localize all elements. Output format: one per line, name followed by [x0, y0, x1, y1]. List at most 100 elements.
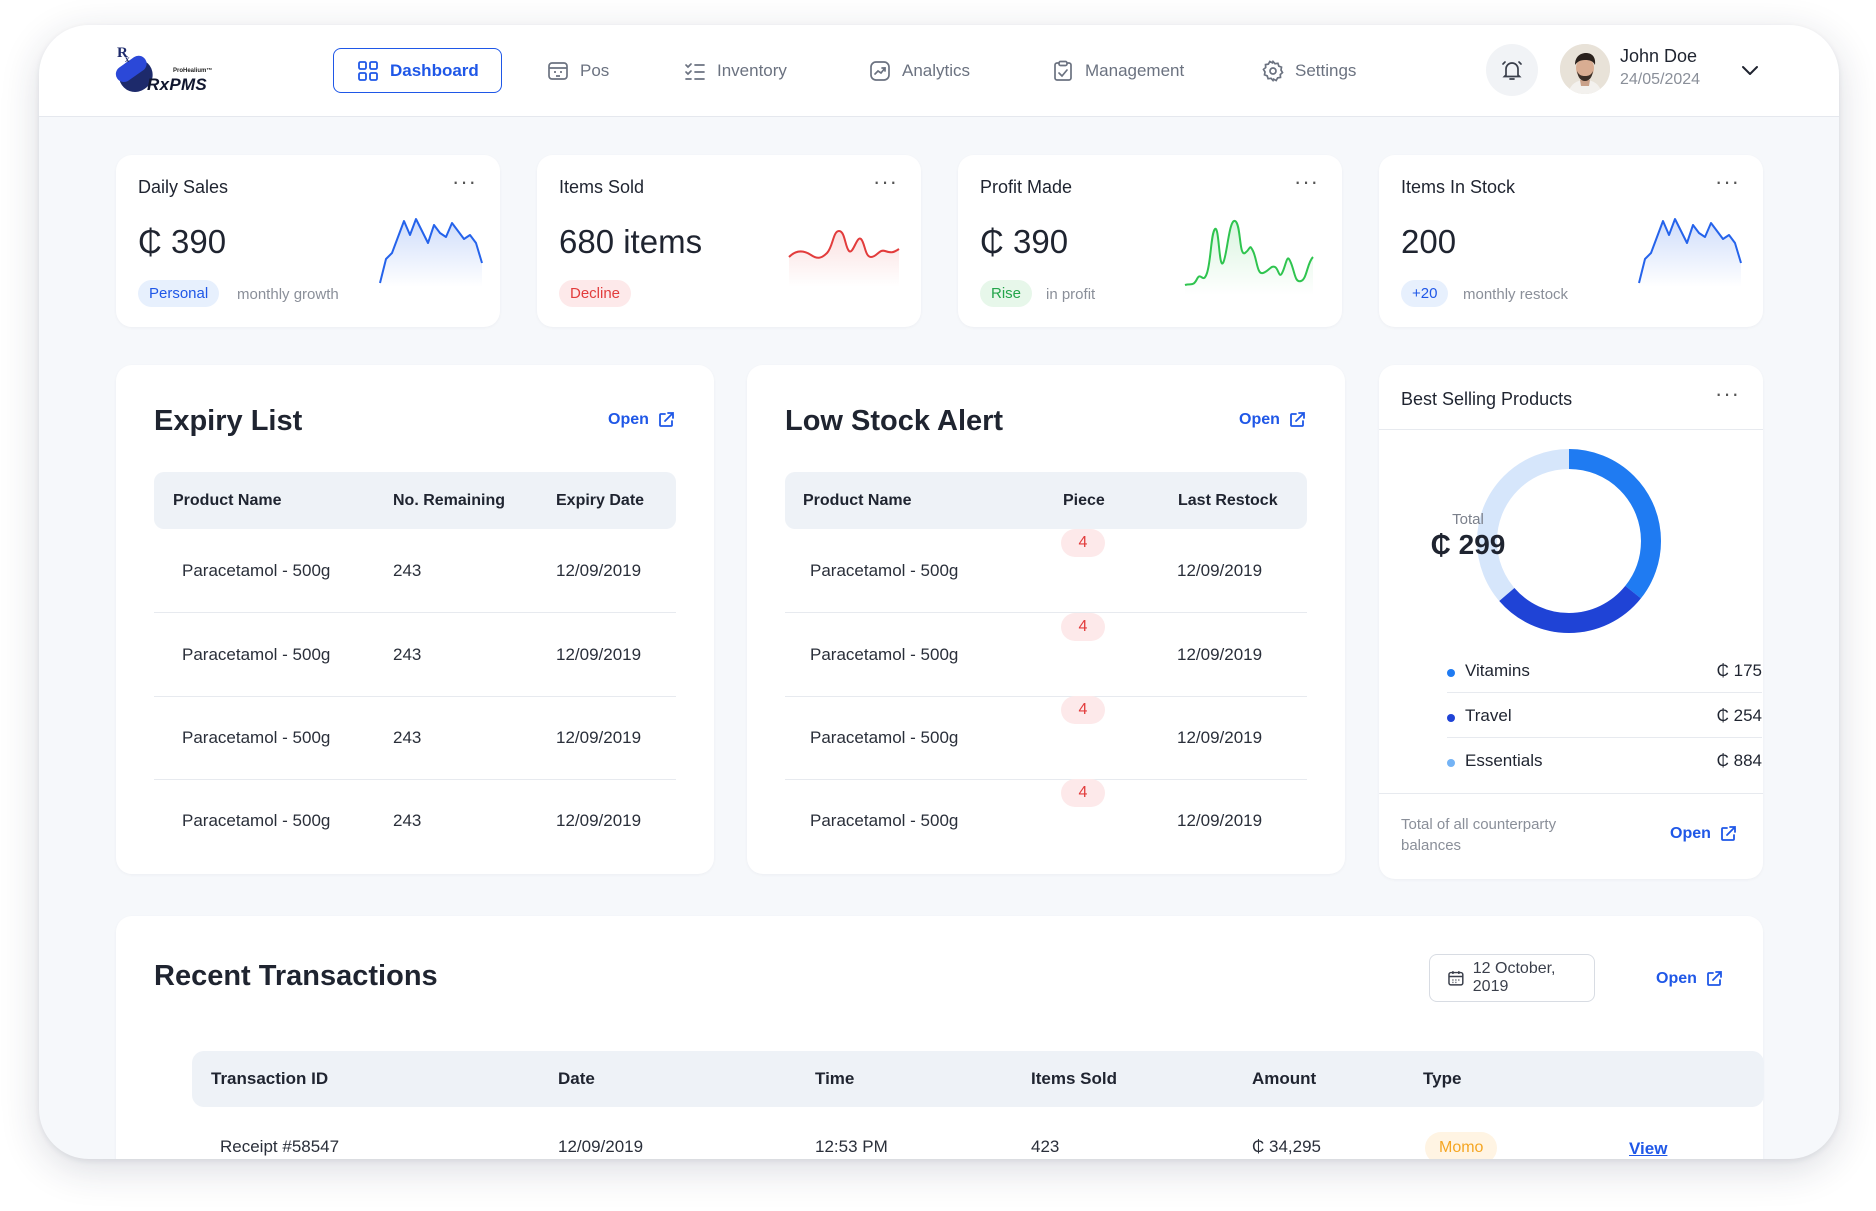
column-header: Amount: [1252, 1069, 1317, 1088]
date-label: 12 October, 2019: [1472, 960, 1556, 995]
stat-note: monthly growth: [237, 286, 339, 303]
column-header: Date: [558, 1069, 595, 1088]
trend-icon: [870, 60, 890, 81]
sparkline-chart: [1638, 218, 1742, 287]
column-header: Type: [1423, 1069, 1462, 1088]
more-icon[interactable]: ···: [1294, 169, 1319, 194]
nav-management-label: Management: [1085, 60, 1185, 80]
gear-icon: [1262, 59, 1284, 82]
stat-value: ₵ 390: [980, 223, 1069, 260]
svg-text:x: x: [125, 54, 130, 64]
user-date: 24/05/2024: [1620, 71, 1701, 88]
section-title: Recent Transactions: [154, 960, 438, 992]
nav-pos[interactable]: Pos: [546, 48, 609, 93]
legend-dot: [1447, 714, 1455, 722]
table-header: Product Name Piece Last Restock: [785, 472, 1307, 529]
table-row[interactable]: Paracetamol - 500g 4 12/09/2019: [785, 529, 1307, 613]
remaining-count: 243: [393, 728, 422, 747]
stat-badge: Rise: [980, 280, 1033, 307]
stat-value: 200: [1401, 223, 1457, 260]
transaction-time: 12:53 PM: [815, 1137, 888, 1156]
open-link[interactable]: Open: [1656, 970, 1723, 988]
product-name: Paracetamol - 500g: [182, 561, 331, 580]
table-row[interactable]: Receipt #58547 12/09/2019 12:53 PM 423 ₵…: [192, 1115, 1764, 1159]
nav-inventory[interactable]: Inventory: [683, 48, 787, 93]
view-link[interactable]: View: [1629, 1139, 1668, 1158]
transaction-date: 12/09/2019: [558, 1137, 644, 1156]
column-header: Last Restock: [1178, 492, 1278, 509]
table-row[interactable]: Paracetamol - 500g 4 12/09/2019: [785, 696, 1307, 780]
piece-badge: 4: [1061, 779, 1105, 807]
more-icon[interactable]: ···: [873, 169, 898, 194]
card-title: Best Selling Products: [1401, 389, 1573, 409]
restock-date: 12/09/2019: [1177, 645, 1263, 664]
legend-item: Vitamins ₵ 175: [1447, 648, 1762, 693]
legend-value: ₵ 175: [1716, 661, 1762, 680]
section-title: Low Stock Alert: [785, 405, 1004, 437]
legend-label: Vitamins: [1465, 661, 1530, 680]
brand-logo[interactable]: R x: [113, 42, 223, 102]
donut-slice-vitamins: [1477, 449, 1661, 633]
sparkline-chart: [1184, 219, 1314, 295]
external-link-icon: [658, 412, 674, 427]
piece-badge: 4: [1061, 696, 1105, 724]
nav-pos-label: Pos: [580, 60, 610, 80]
brand-tagline: ProHealium™: [173, 68, 213, 74]
avatar[interactable]: [1560, 44, 1610, 94]
column-header: Piece: [1063, 492, 1105, 509]
table-row[interactable]: Paracetamol - 500g 4 12/09/2019: [785, 613, 1307, 697]
product-name: Paracetamol - 500g: [810, 728, 959, 747]
notifications-button[interactable]: [1486, 44, 1538, 96]
stat-value: 680 items: [559, 223, 703, 260]
sparkline-chart: [379, 218, 483, 287]
open-link[interactable]: Open: [608, 411, 675, 429]
legend-dot: [1447, 669, 1455, 677]
stat-card-items-in-stock: Items In Stock ··· 200 +20 monthly resto…: [1379, 155, 1763, 327]
donut-total-value: ₵ 299: [1430, 529, 1506, 560]
table-row[interactable]: Paracetamol - 500g 243 12/09/2019: [154, 779, 676, 863]
chevron-down-icon[interactable]: [1739, 59, 1761, 81]
expiry-date: 12/09/2019: [556, 811, 642, 830]
open-link[interactable]: Open: [1670, 825, 1737, 843]
footer-note: Total of all counterparty balances: [1401, 816, 1557, 854]
donut-slice-travel: [1477, 449, 1661, 633]
nav-analytics[interactable]: Analytics: [868, 48, 970, 93]
table-row[interactable]: Paracetamol - 500g 4 12/09/2019: [785, 779, 1307, 863]
stat-note: in profit: [1046, 286, 1096, 303]
table-row[interactable]: Paracetamol - 500g 243 12/09/2019: [154, 529, 676, 613]
open-link[interactable]: Open: [1239, 411, 1306, 429]
divider: [1379, 793, 1763, 794]
stat-badge: Personal: [138, 280, 220, 307]
legend-item: Travel ₵ 254: [1447, 693, 1762, 738]
table-header: Transaction ID Date Time Items Sold Amou…: [192, 1051, 1764, 1107]
calendar-icon: [1448, 971, 1464, 986]
more-icon[interactable]: ···: [1715, 381, 1740, 406]
column-header: Product Name: [803, 492, 912, 509]
more-icon[interactable]: ···: [1715, 169, 1740, 194]
table-row[interactable]: Paracetamol - 500g 243 12/09/2019: [154, 696, 676, 780]
nav-dashboard[interactable]: Dashboard: [333, 48, 502, 93]
stat-value: ₵ 390: [138, 223, 227, 260]
svg-text:R: R: [117, 45, 128, 61]
legend-dot: [1447, 759, 1455, 767]
column-header: No. Remaining: [393, 492, 506, 509]
expiry-date: 12/09/2019: [556, 645, 642, 664]
open-label: Open: [1239, 411, 1280, 428]
items-sold: 423: [1031, 1137, 1060, 1156]
product-name: Paracetamol - 500g: [810, 811, 959, 830]
product-name: Paracetamol - 500g: [182, 811, 331, 830]
nav-settings-label: Settings: [1295, 60, 1357, 80]
nav-dashboard-label: Dashboard: [390, 60, 479, 80]
column-header: Time: [815, 1069, 855, 1088]
top-header: R x ProHealium™ RxPMS Dashboard Pos Inve…: [39, 25, 1839, 117]
more-icon[interactable]: ···: [452, 169, 477, 194]
table-row[interactable]: Paracetamol - 500g 243 12/09/2019: [154, 613, 676, 697]
nav-settings[interactable]: Settings: [1261, 48, 1356, 93]
legend-value: ₵ 884: [1716, 751, 1762, 770]
external-link-icon: [1289, 412, 1305, 427]
nav-management[interactable]: Management: [1051, 48, 1184, 93]
date-picker[interactable]: 12 October, 2019: [1429, 954, 1595, 1002]
app-window: R x ProHealium™ RxPMS Dashboard Pos Inve…: [39, 25, 1839, 1159]
restock-date: 12/09/2019: [1177, 811, 1263, 830]
column-header: Transaction ID: [211, 1069, 329, 1088]
